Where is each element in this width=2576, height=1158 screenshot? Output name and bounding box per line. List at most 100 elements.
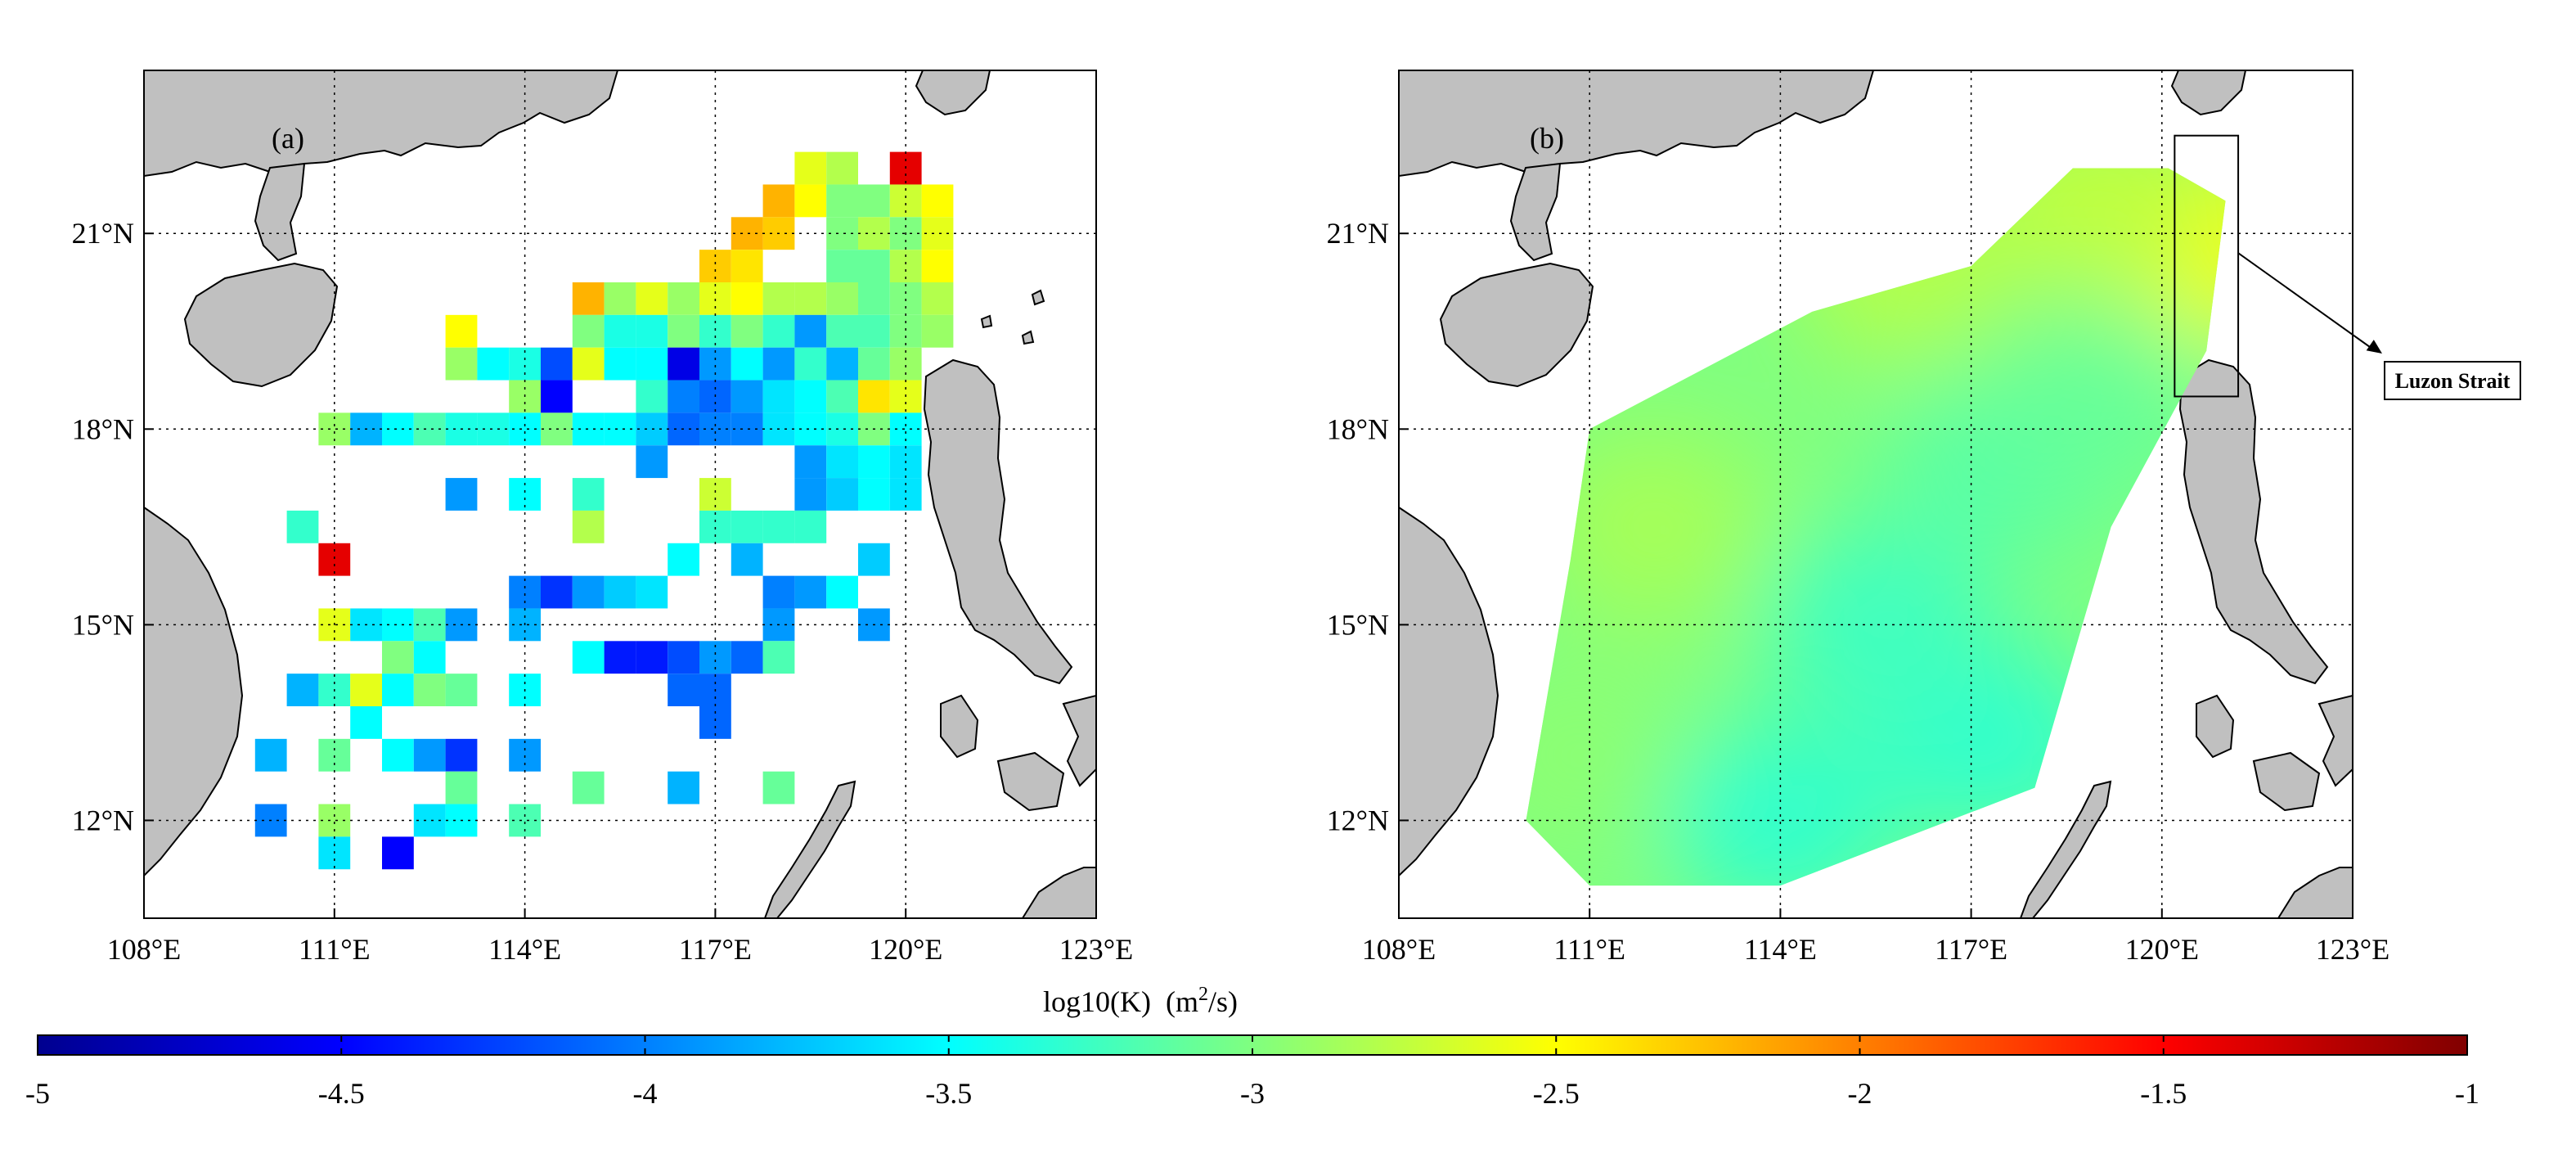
- data-cell: [826, 184, 858, 218]
- data-cell: [858, 445, 890, 479]
- data-cell: [794, 151, 827, 185]
- data-cell: [445, 478, 478, 511]
- data-cell: [826, 445, 858, 479]
- panel-a-y-tick-label: 15°N: [72, 608, 134, 641]
- field-patch: [1984, 168, 2214, 300]
- data-cell: [794, 575, 827, 609]
- data-cell: [382, 641, 414, 674]
- data-cell: [668, 347, 699, 381]
- data-cell: [731, 543, 763, 576]
- data-cell: [762, 641, 795, 674]
- data-cell: [794, 282, 827, 315]
- data-cell: [668, 641, 699, 674]
- panel-a-y-tick-label: 21°N: [72, 217, 134, 250]
- data-cell: [382, 738, 414, 772]
- land-small-islands-a: [980, 289, 1045, 345]
- panel-a-x-tick-label: 108°E: [107, 933, 181, 966]
- data-cell: [604, 282, 636, 315]
- colorbar-tick-label: -4: [633, 1077, 658, 1110]
- data-cell: [541, 347, 573, 381]
- land-borneo-b: [2277, 867, 2353, 918]
- data-cell: [254, 738, 287, 772]
- data-cell: [541, 575, 573, 609]
- data-cell: [762, 347, 795, 381]
- panel-b-x-tick-label: 111°E: [1553, 933, 1625, 966]
- colorbar-tick-label: -3.5: [925, 1077, 972, 1110]
- colorbar-tick-label: -1: [2455, 1077, 2479, 1110]
- data-cell: [826, 478, 858, 511]
- data-cell: [889, 314, 922, 348]
- data-cell: [604, 575, 636, 609]
- data-cell: [731, 347, 763, 381]
- data-cell: [699, 510, 731, 543]
- panel-b-label: (b): [1530, 122, 1564, 155]
- data-cell: [762, 282, 795, 315]
- data-cell: [858, 184, 890, 218]
- data-cell: [636, 412, 668, 446]
- data-cell: [731, 250, 763, 282]
- data-cell: [477, 347, 510, 381]
- data-cell: [604, 314, 636, 348]
- colorbar-ticks: -5 -4.5 -4 -3.5 -3 -2.5 -2 -1.5 -1: [25, 1035, 2479, 1110]
- land-hainan-a: [183, 262, 339, 388]
- data-cell: [445, 347, 478, 381]
- panel-b-land: [1399, 70, 2353, 918]
- panel-b-x-tick-label: 108°E: [1362, 933, 1436, 966]
- land-taiwan-a: [915, 70, 991, 116]
- data-cell: [699, 282, 731, 315]
- panel-a-x-tick-label: 123°E: [1059, 933, 1133, 966]
- panel-a-frame: [143, 70, 1097, 919]
- data-cell: [699, 314, 731, 348]
- data-cell: [858, 282, 890, 315]
- data-cell: [858, 347, 890, 381]
- panel-a-ticks: 108°E 111°E 114°E 117°E 120°E 123°E 12°N 15°N 18…: [72, 217, 1134, 966]
- panel-b-x-tick-label: 114°E: [1744, 933, 1817, 966]
- field-patch: [1526, 656, 1692, 854]
- panel-a-y-tick-label: 12°N: [72, 804, 134, 836]
- data-cell: [382, 608, 414, 642]
- data-cell: [794, 510, 827, 543]
- data-cell: [572, 510, 605, 543]
- data-cell: [826, 412, 858, 446]
- data-cell: [762, 380, 795, 413]
- colorbar-tick-label: -2.5: [1533, 1077, 1580, 1110]
- panel-a-land: [144, 70, 1096, 918]
- data-cell: [350, 706, 382, 739]
- data-cell: [541, 380, 573, 413]
- data-cell: [731, 412, 763, 446]
- data-cell: [826, 250, 858, 282]
- colorbar: log10(K) (m2/s) -5 -4.5 -4 -3.5 -3 -2.5 -2 -1.5…: [25, 984, 2479, 1110]
- data-cell: [572, 347, 605, 381]
- data-cell: [858, 250, 890, 282]
- data-cell: [762, 575, 795, 609]
- data-cell: [668, 674, 699, 706]
- land-panay-b: [2252, 751, 2321, 812]
- data-cell: [318, 738, 351, 772]
- data-cell: [413, 738, 446, 772]
- land-taiwan-b: [2170, 70, 2247, 116]
- data-cell: [794, 478, 827, 511]
- data-cell: [668, 543, 699, 576]
- panel-b-x-tick-label: 117°E: [1935, 933, 2007, 966]
- data-cell: [826, 217, 858, 250]
- field-patch: [1761, 526, 1990, 723]
- data-cell: [382, 674, 414, 706]
- data-cell: [762, 314, 795, 348]
- land-hainan-b: [1439, 262, 1594, 388]
- land-vietnam-b: [1399, 506, 1499, 877]
- data-cell: [921, 250, 954, 282]
- data-cell: [413, 641, 446, 674]
- field-patch: [1538, 428, 1768, 625]
- panel-b-gridlines: [1399, 70, 2353, 918]
- data-cell: [858, 314, 890, 348]
- land-visayas-a: [1062, 694, 1096, 787]
- data-cell: [572, 282, 605, 315]
- data-cell: [636, 641, 668, 674]
- luzon-strait-label: Luzon Strait: [2395, 369, 2511, 393]
- luzon-strait-arrow-line: [2237, 252, 2376, 352]
- land-palawan-b: [2019, 780, 2112, 918]
- data-cell: [572, 771, 605, 804]
- panel-b-ticks: 108°E 111°E 114°E 117°E 120°E 123°E 12°N 15°N 18…: [1327, 217, 2390, 966]
- colorbar-tick-label: -4.5: [318, 1077, 365, 1110]
- data-cell: [604, 347, 636, 381]
